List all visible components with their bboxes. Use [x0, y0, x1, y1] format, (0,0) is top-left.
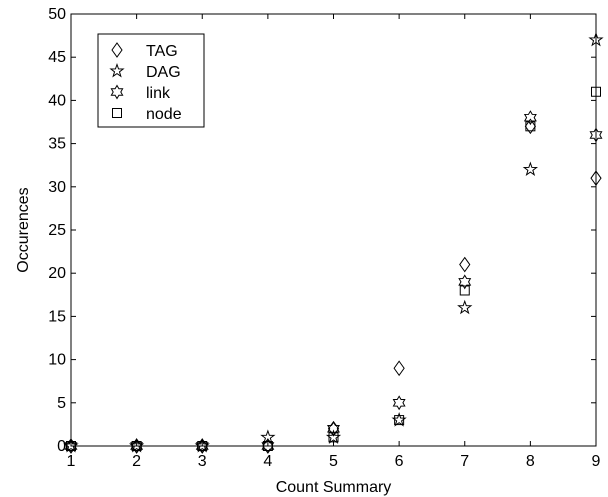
data-point-dag — [588, 31, 604, 47]
legend-marker-tag — [111, 42, 123, 58]
x-tick-label: 4 — [263, 453, 272, 470]
y-tick-label: 5 — [57, 395, 66, 412]
data-point-link — [261, 438, 275, 454]
data-point-link — [589, 127, 603, 143]
data-point-tag — [524, 118, 536, 135]
data-point-dag — [522, 161, 539, 177]
x-tick-label: 5 — [329, 453, 338, 470]
x-tick-label: 7 — [460, 453, 469, 470]
data-point-link — [130, 438, 144, 454]
data-point-node — [459, 285, 470, 296]
y-tick-label: 0 — [57, 438, 66, 455]
legend: TAG DAG link node — [97, 33, 205, 128]
legend-label-link: link — [146, 85, 171, 102]
legend-box — [97, 33, 205, 128]
y-tick-label: 45 — [48, 49, 66, 66]
y-tick-label: 15 — [48, 308, 66, 325]
x-tick-label: 6 — [395, 453, 404, 470]
x-tick-label: 8 — [526, 453, 535, 470]
series-node-markers — [66, 86, 601, 451]
data-point-node — [525, 121, 536, 132]
x-axis-label: Count Summary — [276, 479, 392, 496]
y-tick-label: 35 — [48, 136, 66, 153]
x-tick-label: 9 — [592, 453, 601, 470]
data-point-link — [458, 274, 472, 290]
series-link-markers — [64, 110, 603, 454]
data-point-node — [66, 441, 76, 451]
legend-marker-node — [112, 108, 122, 118]
data-point-dag — [457, 299, 473, 315]
x-tick-label: 2 — [132, 453, 141, 470]
x-tick-label: 3 — [198, 453, 207, 470]
data-point-link — [392, 395, 406, 411]
data-point-node — [131, 441, 142, 451]
data-point-node — [328, 432, 339, 443]
y-tick-label: 25 — [48, 222, 66, 239]
data-point-link — [327, 421, 340, 437]
y-tick-label: 40 — [48, 92, 66, 109]
data-point-tag — [393, 360, 405, 377]
data-point-link — [523, 110, 537, 126]
data-point-node — [591, 86, 601, 97]
data-point-tag — [459, 256, 471, 273]
y-tick-label: 10 — [48, 352, 66, 369]
data-point-link — [64, 438, 78, 454]
data-markers — [63, 31, 604, 454]
data-point-node — [262, 441, 273, 451]
data-point-node — [197, 441, 208, 451]
y-tick-label: 50 — [48, 6, 66, 23]
y-tick-label: 20 — [48, 265, 66, 282]
legend-items: TAG DAG link node — [109, 42, 182, 123]
legend-label-tag: TAG — [146, 43, 178, 60]
y-tick-label: 30 — [48, 179, 66, 196]
y-axis-label: Occurences — [15, 187, 32, 272]
data-point-link — [195, 438, 209, 454]
legend-label-node: node — [146, 106, 182, 123]
legend-marker-dag — [109, 62, 125, 78]
legend-label-dag: DAG — [146, 64, 181, 81]
data-point-tag — [590, 170, 602, 187]
legend-marker-link — [110, 84, 124, 100]
x-tick-label: 1 — [67, 453, 76, 470]
data-point-node — [394, 415, 405, 426]
